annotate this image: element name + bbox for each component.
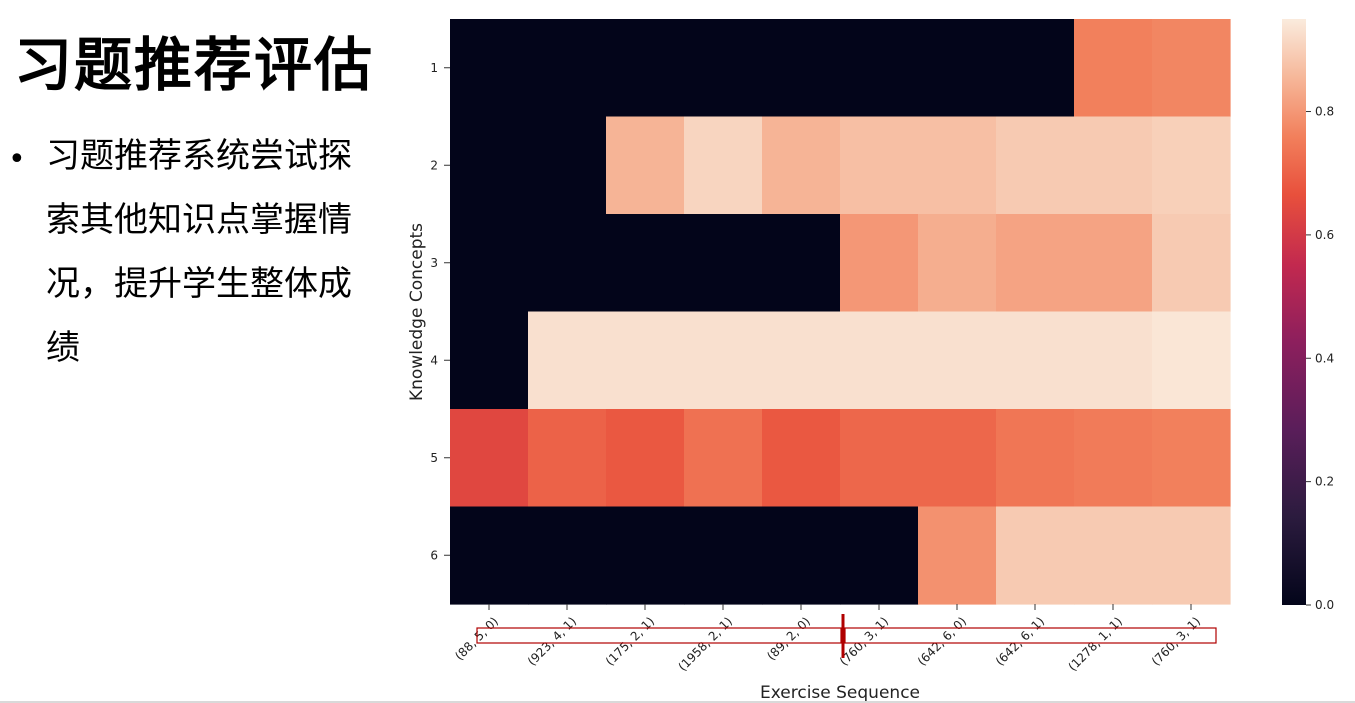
heatmap-cell — [450, 311, 529, 410]
heatmap-cell — [684, 19, 763, 118]
y-tick-label: 5 — [430, 451, 438, 465]
highlight-box-right — [844, 627, 1217, 644]
heatmap-cell — [996, 409, 1075, 508]
heatmap-cell — [606, 409, 685, 508]
colorbar-tick-label: 0.4 — [1315, 351, 1334, 365]
y-tick-label: 2 — [430, 158, 438, 172]
x-tick-label: (89, 2, 0) — [764, 614, 813, 663]
heatmap-cell — [1074, 19, 1153, 118]
heatmap-cell — [1074, 116, 1153, 215]
heatmap-cell — [762, 214, 841, 313]
heatmap-cell — [450, 214, 529, 313]
heatmap-cell — [606, 311, 685, 410]
heatmap-cell — [1152, 311, 1231, 410]
y-tick-label: 1 — [430, 61, 438, 75]
heatmap-cell — [606, 19, 685, 118]
x-tick-label: (1958, 2, 1) — [675, 614, 735, 674]
heatmap-cell — [840, 116, 919, 215]
heatmap-cell — [606, 116, 685, 215]
heatmap-cell — [1074, 214, 1153, 313]
heatmap-cell — [684, 506, 763, 605]
highlight-box-left — [476, 627, 842, 644]
heatmap-cell — [1152, 214, 1231, 313]
x-tick-label: (175, 2, 1) — [603, 614, 657, 668]
heatmap-cell — [840, 19, 919, 118]
bullet-text: 习题推荐系统尝试探索其他知识点掌握情况，提升学生整体成绩 — [46, 136, 352, 368]
heatmap-cell — [1152, 116, 1231, 215]
heatmap-cell — [762, 409, 841, 508]
heatmap-cell — [528, 116, 607, 215]
heatmap-cell — [996, 311, 1075, 410]
heatmap-cell — [528, 214, 607, 313]
heatmap-cell — [762, 506, 841, 605]
x-tick-label: (923, 4, 1) — [525, 614, 579, 668]
x-axis-label: Exercise Sequence — [760, 683, 920, 703]
heatmap-cell — [684, 214, 763, 313]
x-tick-label: (642, 6, 0) — [915, 614, 969, 668]
heatmap-cell — [840, 311, 919, 410]
y-tick-label: 3 — [430, 256, 438, 270]
heatmap-cell — [1074, 409, 1153, 508]
colorbar — [1282, 19, 1306, 605]
heatmap-cell — [528, 19, 607, 118]
heatmap-cell — [528, 506, 607, 605]
heatmap-cell — [762, 311, 841, 410]
heatmap-cell — [450, 506, 529, 605]
heatmap-cell — [996, 214, 1075, 313]
heatmap-cell — [450, 116, 529, 215]
slide-title: 习题推荐评估 — [14, 31, 375, 99]
heatmap-cell — [1152, 409, 1231, 508]
bullet-dot: • — [8, 142, 26, 177]
heatmap-cell — [840, 506, 919, 605]
colorbar-ticks: 0.0 0.2 0.4 0.6 0.8 — [1306, 105, 1334, 612]
y-tick-label: 4 — [430, 353, 438, 367]
x-axis-ticks: (88, 5, 0) (923, 4, 1) (175, 2, 1) (1958, 2… — [452, 604, 1203, 674]
heatmap-cell — [840, 214, 919, 313]
heatmap-cell — [606, 506, 685, 605]
colorbar-tick-label: 0.6 — [1315, 228, 1334, 242]
x-tick-label: (1278, 1, 1) — [1065, 614, 1125, 674]
highlight-annotation — [476, 614, 1217, 658]
heatmap-cell — [762, 116, 841, 215]
heatmap-cells — [450, 19, 1231, 605]
heatmap-cell — [450, 409, 529, 508]
heatmap-cell — [918, 506, 997, 605]
heatmap-cell — [1074, 311, 1153, 410]
heatmap-cell — [528, 409, 607, 508]
heatmap-cell — [996, 19, 1075, 118]
heatmap-cell — [918, 409, 997, 508]
heatmap-cell — [1152, 506, 1231, 605]
heatmap-cell — [918, 311, 997, 410]
slide-bottom-rule — [0, 701, 1355, 703]
heatmap-cell — [918, 19, 997, 118]
colorbar-tick-label: 0.2 — [1315, 475, 1334, 489]
heatmap-cell — [918, 214, 997, 313]
heatmap-cell — [450, 19, 529, 118]
y-tick-label: 6 — [430, 548, 438, 562]
heatmap-cell — [996, 506, 1075, 605]
heatmap-cell — [996, 116, 1075, 215]
heatmap-cell — [684, 116, 763, 215]
heatmap-cell — [1074, 506, 1153, 605]
heatmap-cell — [528, 311, 607, 410]
colorbar-tick-label: 0.8 — [1315, 105, 1334, 119]
colorbar-tick-label: 0.0 — [1315, 598, 1334, 612]
y-axis-label: Knowledge Concepts — [407, 223, 427, 401]
heatmap-cell — [918, 116, 997, 215]
heatmap-cell — [762, 19, 841, 118]
y-axis-ticks: 1 2 3 4 5 6 — [430, 61, 450, 562]
heatmap-cell — [684, 409, 763, 508]
heatmap-cell — [1152, 19, 1231, 118]
heatmap-cell — [606, 214, 685, 313]
heatmap-cell — [684, 311, 763, 410]
heatmap-cell — [840, 409, 919, 508]
x-tick-label: (760, 3, 1) — [1149, 614, 1203, 668]
x-tick-label: (642, 6, 1) — [993, 614, 1047, 668]
